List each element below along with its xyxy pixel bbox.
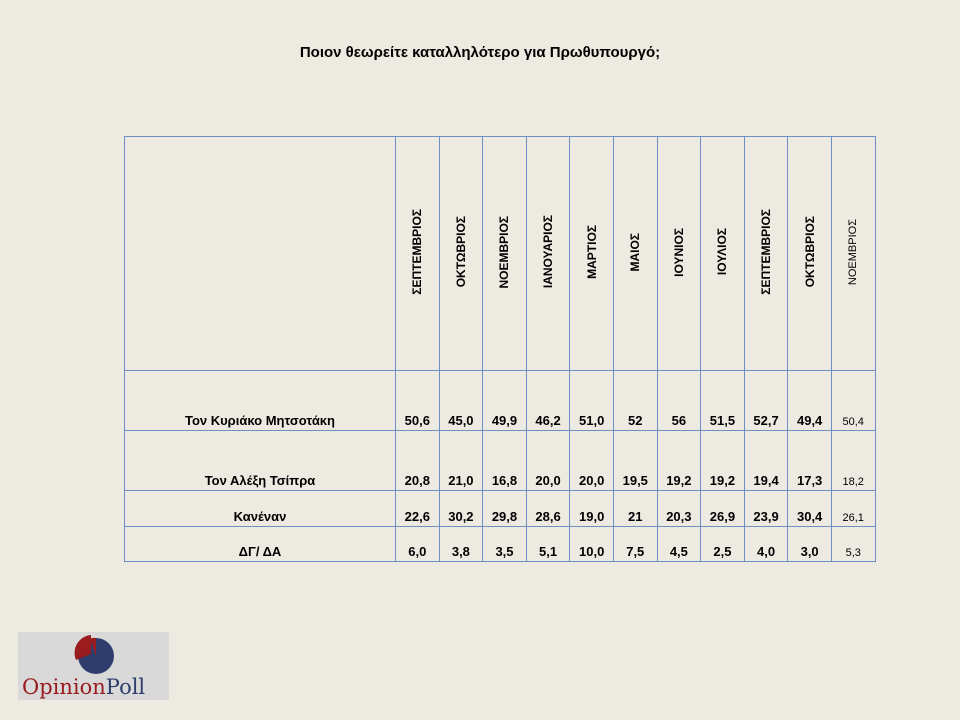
column-header-label: ΣΕΠΤΕΜΒΡΙΟΣ bbox=[410, 209, 425, 295]
header-row: ΣΕΠΤΕΜΒΡΙΟΣ ΟΚΤΩΒΡΙΟΣ ΝΟΕΜΒΡΙΟΣ ΙΑΝΟΥΑΡΙΟΣ Μ… bbox=[124, 136, 876, 371]
table-cell: 30,4 bbox=[787, 490, 832, 527]
table-cell: 2,5 bbox=[700, 526, 745, 562]
logo-text-poll: Poll bbox=[105, 675, 146, 699]
column-header-label: ΙΑΝΟΥΑΡΙΟΣ bbox=[541, 215, 556, 289]
table-cell: 26,1 bbox=[830, 490, 876, 527]
table-cell: 29,8 bbox=[482, 490, 527, 527]
table-cell: 30,2 bbox=[438, 490, 484, 527]
table-cell: 20,0 bbox=[525, 430, 571, 491]
table-row: Τον Κυριάκο Μητσοτάκη 50,6 45,0 49,9 46,2 51,… bbox=[124, 370, 876, 431]
logo-text-opinion: Opinion bbox=[22, 675, 106, 699]
table-cell: 50,6 bbox=[395, 370, 440, 431]
table-cell: 19,0 bbox=[569, 490, 614, 527]
column-header: ΙΑΝΟΥΑΡΙΟΣ bbox=[525, 136, 571, 371]
column-header: ΜΑΡΤΙΟΣ bbox=[569, 136, 614, 371]
table-cell: 4,5 bbox=[656, 526, 702, 562]
table-cell: 6,0 bbox=[395, 526, 440, 562]
table-cell: 51,0 bbox=[569, 370, 614, 431]
table-cell: 52,7 bbox=[743, 370, 789, 431]
pie-logo-icon bbox=[74, 635, 114, 674]
column-header: ΙΟΥΝΙΟΣ bbox=[656, 136, 702, 371]
row-label: Κανέναν bbox=[124, 490, 396, 527]
opinionpoll-logo: OpinionPoll bbox=[18, 632, 169, 700]
table-cell: 20,3 bbox=[656, 490, 702, 527]
column-header-label: ΙΟΥΝΙΟΣ bbox=[671, 227, 686, 277]
column-header: ΣΕΠΤΕΜΒΡΙΟΣ bbox=[395, 136, 440, 371]
poll-table: ΣΕΠΤΕΜΒΡΙΟΣ ΟΚΤΩΒΡΙΟΣ ΝΟΕΜΒΡΙΟΣ ΙΑΝΟΥΑΡΙΟΣ Μ… bbox=[124, 136, 876, 562]
table-cell: 50,4 bbox=[830, 370, 876, 431]
column-header-label: ΝΟΕΜΒΡΙΟΣ bbox=[847, 218, 860, 286]
table-cell: 5,3 bbox=[830, 526, 876, 562]
table-cell: 10,0 bbox=[569, 526, 614, 562]
table-cell: 4,0 bbox=[743, 526, 789, 562]
table-cell: 26,9 bbox=[700, 490, 745, 527]
column-header: ΣΕΠΤΕΜΒΡΙΟΣ bbox=[743, 136, 789, 371]
column-header-label: ΜΑΙΟΣ bbox=[628, 232, 643, 272]
table-cell: 51,5 bbox=[700, 370, 745, 431]
table-cell: 49,4 bbox=[787, 370, 832, 431]
table-cell: 17,3 bbox=[787, 430, 832, 491]
column-header: ΝΟΕΜΒΡΙΟΣ bbox=[830, 136, 876, 371]
table-cell: 49,9 bbox=[482, 370, 527, 431]
table-cell: 20,8 bbox=[395, 430, 440, 491]
row-label: Τον Κυριάκο Μητσοτάκη bbox=[124, 370, 396, 431]
column-header: ΟΚΤΩΒΡΙΟΣ bbox=[438, 136, 484, 371]
table-cell: 22,6 bbox=[395, 490, 440, 527]
table-cell: 3,0 bbox=[787, 526, 832, 562]
column-header: ΟΚΤΩΒΡΙΟΣ bbox=[787, 136, 832, 371]
table-cell: 46,2 bbox=[525, 370, 571, 431]
header-corner bbox=[124, 136, 396, 371]
column-header-label: ΙΟΥΛΙΟΣ bbox=[715, 228, 730, 276]
column-header-label: ΣΕΠΤΕΜΒΡΙΟΣ bbox=[759, 209, 774, 295]
table-cell: 3,5 bbox=[482, 526, 527, 562]
table-cell: 18,2 bbox=[830, 430, 876, 491]
table-cell: 19,5 bbox=[612, 430, 658, 491]
table-cell: 20,0 bbox=[569, 430, 614, 491]
table-cell: 45,0 bbox=[438, 370, 484, 431]
table-cell: 52 bbox=[612, 370, 658, 431]
table-cell: 19,2 bbox=[656, 430, 702, 491]
logo-text: OpinionPoll bbox=[22, 675, 145, 699]
table-cell: 21,0 bbox=[438, 430, 484, 491]
table-row: Τον Αλέξη Τσίπρα 20,8 21,0 16,8 20,0 20,0 19,5… bbox=[124, 430, 876, 491]
table-row: ΔΓ/ ΔΑ 6,0 3,8 3,5 5,1 10,0 7,5 4,5 2,5 4,0 3,0 5,3 bbox=[124, 526, 876, 562]
table-cell: 19,2 bbox=[700, 430, 745, 491]
column-header: ΙΟΥΛΙΟΣ bbox=[700, 136, 745, 371]
table-cell: 56 bbox=[656, 370, 702, 431]
table-cell: 23,9 bbox=[743, 490, 789, 527]
column-header-label: ΜΑΡΤΙΟΣ bbox=[584, 225, 599, 279]
table-row: Κανέναν 22,6 30,2 29,8 28,6 19,0 21 20,3 26,9 23,… bbox=[124, 490, 876, 527]
table-cell: 28,6 bbox=[525, 490, 571, 527]
column-header-label: ΝΟΕΜΒΡΙΟΣ bbox=[497, 215, 512, 289]
column-header-label: ΟΚΤΩΒΡΙΟΣ bbox=[453, 216, 468, 288]
table-cell: 16,8 bbox=[482, 430, 527, 491]
page-title: Ποιον θεωρείτε καταλληλότερο για Πρωθυπο… bbox=[299, 44, 661, 61]
table-cell: 21 bbox=[612, 490, 658, 527]
column-header-label: ΟΚΤΩΒΡΙΟΣ bbox=[802, 216, 817, 288]
table-cell: 7,5 bbox=[612, 526, 658, 562]
table-cell: 3,8 bbox=[438, 526, 484, 562]
column-header: ΝΟΕΜΒΡΙΟΣ bbox=[482, 136, 527, 371]
table-cell: 19,4 bbox=[743, 430, 789, 491]
table-cell: 5,1 bbox=[525, 526, 571, 562]
column-header: ΜΑΙΟΣ bbox=[612, 136, 658, 371]
row-label: Τον Αλέξη Τσίπρα bbox=[124, 430, 396, 491]
row-label: ΔΓ/ ΔΑ bbox=[124, 526, 396, 562]
